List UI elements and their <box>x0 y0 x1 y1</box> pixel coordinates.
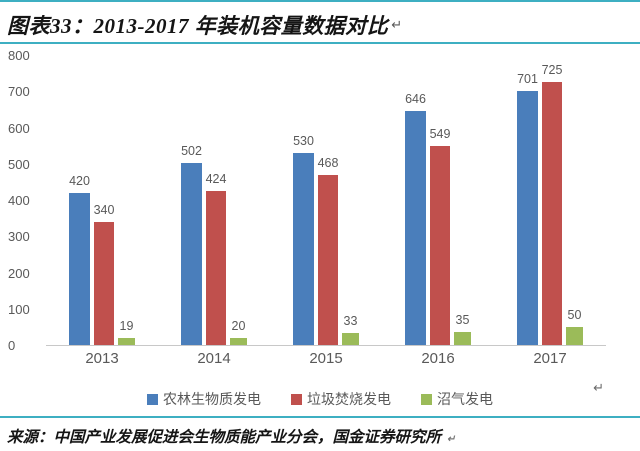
bar <box>454 332 471 345</box>
bar-chart: 0 100 200 300 400 500 600 700 800 420 340 19 502 424… <box>0 44 640 416</box>
bar-column: 530 <box>293 56 314 345</box>
bar-column: 502 <box>181 56 202 345</box>
legend-label: 沼气发电 <box>437 391 493 407</box>
bar-group: 701 725 50 <box>494 56 606 345</box>
bar-column: 19 <box>118 56 135 345</box>
bar-group: 502 424 20 <box>158 56 270 345</box>
x-axis-label: 2014 <box>197 350 231 367</box>
title-underline-rule <box>0 42 640 44</box>
legend-swatch <box>147 393 158 405</box>
legend-item: 垃圾焚烧发电 <box>291 389 391 409</box>
bar-value-label: 19 <box>119 319 134 334</box>
y-axis: 0 100 200 300 400 500 600 700 800 <box>8 48 42 353</box>
bar <box>293 152 314 345</box>
bar-group: 420 340 19 <box>46 56 158 345</box>
bar <box>206 191 226 345</box>
bar <box>405 110 426 345</box>
x-axis-label: 2016 <box>421 350 455 367</box>
bar-column: 33 <box>342 56 359 345</box>
bar-value-label: 701 <box>517 71 538 86</box>
y-axis-tick-label: 100 <box>8 301 30 317</box>
y-axis-tick-label: 0 <box>8 338 16 353</box>
bar-value-label: 424 <box>205 172 227 187</box>
bar <box>118 338 135 345</box>
bar-value-label: 20 <box>231 318 246 333</box>
bar-column: 468 <box>318 56 338 345</box>
bottom-rule <box>0 416 640 418</box>
legend-label: 农林生物质发电 <box>163 391 261 407</box>
top-rule <box>0 0 640 2</box>
bar-column: 50 <box>566 56 583 345</box>
bar-column: 701 <box>517 56 538 345</box>
bar-value-label: 468 <box>317 156 339 171</box>
x-axis-label: 2017 <box>533 350 567 367</box>
x-axis-label: 2013 <box>85 350 119 367</box>
legend-swatch <box>291 393 302 405</box>
legend-label: 垃圾焚烧发电 <box>307 391 391 407</box>
y-axis-tick-label: 400 <box>8 193 30 208</box>
y-axis-tick-label: 300 <box>8 229 30 245</box>
figure-title-row: 图表33：2013-2017 年装机容量数据对比 ↵ <box>0 2 640 42</box>
bar-column: 725 <box>542 56 562 345</box>
figure-title: 图表33：2013-2017 年装机容量数据对比 <box>7 14 389 38</box>
bar-value-label: 530 <box>293 133 314 148</box>
bar-column: 646 <box>405 56 426 345</box>
bar-group: 646 549 35 <box>382 56 494 345</box>
bar-value-label: 420 <box>69 173 90 188</box>
legend-item: 沼气发电 <box>421 389 493 409</box>
bar-group: 530 468 33 <box>270 56 382 345</box>
y-axis-tick-label: 500 <box>8 156 30 172</box>
return-mark-icon: ↵ <box>391 17 403 32</box>
y-axis-tick-label: 700 <box>8 84 30 100</box>
plot-area: 420 340 19 502 424 20 530 468 33 646 549 35 701 725 50 <box>46 56 606 346</box>
bar <box>342 333 359 345</box>
bar-column: 424 <box>206 56 226 345</box>
x-axis: 2013 2014 2015 2016 2017 <box>46 350 606 367</box>
return-mark-icon: ↵ <box>593 380 604 395</box>
bar <box>230 337 247 345</box>
bar-value-label: 35 <box>455 313 470 328</box>
bar <box>542 82 562 345</box>
legend-row: 农林生物质发电 垃圾焚烧发电 沼气发电 ↵ <box>0 380 640 412</box>
bar <box>566 326 583 345</box>
bar <box>94 221 114 345</box>
bar <box>318 175 338 345</box>
y-axis-tick-label: 600 <box>8 120 30 136</box>
bar-value-label: 340 <box>93 202 115 217</box>
bar-column: 420 <box>69 56 90 345</box>
legend-swatch <box>421 393 432 405</box>
x-axis-label: 2015 <box>309 350 343 367</box>
bar-column: 340 <box>94 56 114 345</box>
bar-value-label: 646 <box>405 91 426 106</box>
y-axis-tick-label: 200 <box>8 265 30 281</box>
bar <box>181 163 202 345</box>
bar-column: 20 <box>230 56 247 345</box>
bar <box>69 192 90 345</box>
source-note: 来源：中国产业发展促进会生物质能产业分会，国金证券研究所 <box>7 429 442 446</box>
legend: 农林生物质发电 垃圾焚烧发电 沼气发电 <box>0 380 640 409</box>
bar-column: 549 <box>430 56 450 345</box>
bar-value-label: 33 <box>343 314 358 329</box>
bar-value-label: 50 <box>567 307 582 322</box>
bar-value-label: 725 <box>541 63 563 78</box>
bar-column: 35 <box>454 56 471 345</box>
bar <box>430 146 450 345</box>
legend-item: 农林生物质发电 <box>147 389 261 409</box>
return-mark-icon: ↵ <box>446 434 456 445</box>
bar <box>517 90 538 345</box>
bar-value-label: 502 <box>181 144 202 159</box>
y-axis-tick-label: 800 <box>8 48 30 63</box>
source-row: 来源：中国产业发展促进会生物质能产业分会，国金证券研究所 ↵ <box>0 418 640 447</box>
bar-value-label: 549 <box>429 127 451 141</box>
